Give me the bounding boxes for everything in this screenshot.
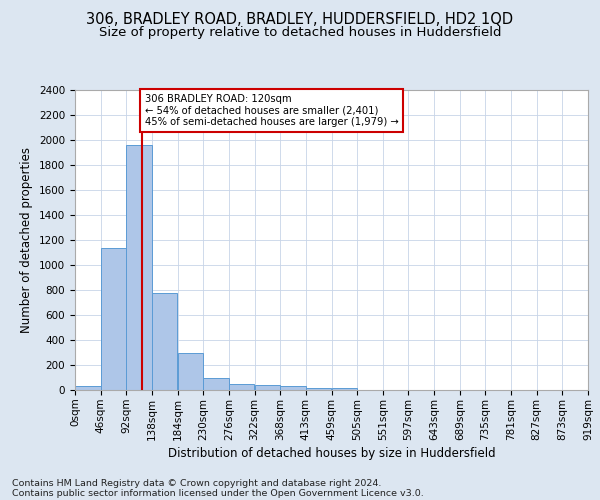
Text: Contains HM Land Registry data © Crown copyright and database right 2024.: Contains HM Land Registry data © Crown c… (12, 478, 382, 488)
Bar (178, 352, 203, 390)
Y-axis label: Number of detached properties: Number of detached properties (20, 147, 34, 333)
Text: Contains public sector information licensed under the Open Government Licence v3: Contains public sector information licen… (12, 488, 424, 498)
Text: Size of property relative to detached houses in Huddersfield: Size of property relative to detached ho… (99, 26, 501, 39)
Bar (229, 384, 254, 390)
Bar (203, 378, 229, 390)
X-axis label: Distribution of detached houses by size in Huddersfield: Distribution of detached houses by size … (167, 446, 496, 460)
Bar (306, 388, 331, 390)
Text: 306 BRADLEY ROAD: 120sqm
← 54% of detached houses are smaller (2,401)
45% of sem: 306 BRADLEY ROAD: 120sqm ← 54% of detach… (145, 94, 398, 127)
Bar (127, 145, 152, 390)
Bar (152, 293, 178, 390)
Bar (280, 386, 306, 390)
Bar (254, 385, 280, 390)
Bar (332, 388, 357, 390)
Bar (75, 386, 101, 390)
Text: 306, BRADLEY ROAD, BRADLEY, HUDDERSFIELD, HD2 1QD: 306, BRADLEY ROAD, BRADLEY, HUDDERSFIELD… (86, 12, 514, 28)
Bar (101, 248, 126, 390)
